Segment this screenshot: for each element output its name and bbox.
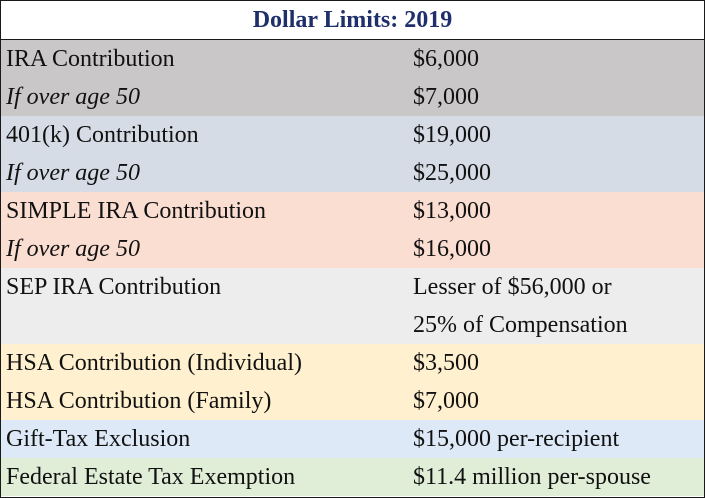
table-title: Dollar Limits: 2019 [1, 1, 704, 40]
row-label: 401(k) Contribution [6, 122, 199, 148]
row-label: If over age 50 [6, 160, 140, 186]
row-value: Lesser of $56,000 or 25% of Compensation [409, 268, 704, 344]
table-row: If over age 50 $7,000 [1, 78, 704, 116]
row-value: $16,000 [413, 236, 491, 262]
row-value: $15,000 per-recipient [413, 426, 620, 452]
table-row: Gift-Tax Exclusion $15,000 per-recipient [1, 420, 704, 458]
table-row: IRA Contribution $6,000 [1, 40, 704, 78]
table-row: If over age 50 $16,000 [1, 230, 704, 268]
row-label: HSA Contribution (Family) [6, 388, 272, 414]
row-value: $19,000 [413, 122, 491, 148]
row-value: $7,000 [413, 84, 479, 110]
row-label: Gift-Tax Exclusion [6, 426, 191, 452]
table-row: SIMPLE IRA Contribution $13,000 [1, 192, 704, 230]
row-value-line: Lesser of $56,000 or [413, 274, 612, 300]
table-body: IRA Contribution $6,000 If over age 50 $7,0… [1, 40, 704, 496]
row-label: If over age 50 [6, 84, 140, 110]
row-value: $13,000 [413, 198, 491, 224]
row-label: SEP IRA Contribution [6, 274, 222, 300]
row-value: $11.4 million per-spouse [413, 464, 651, 490]
row-label: IRA Contribution [6, 46, 175, 72]
table-row: HSA Contribution (Family) $7,000 [1, 382, 704, 420]
row-label: SIMPLE IRA Contribution [6, 198, 267, 224]
row-value: $6,000 [413, 46, 479, 72]
table-row: 401(k) Contribution $19,000 [1, 116, 704, 154]
table-row: Federal Estate Tax Exemption $11.4 millio… [1, 458, 704, 496]
row-value: $25,000 [413, 160, 491, 186]
row-value-line: 25% of Compensation [413, 312, 628, 338]
row-label: HSA Contribution (Individual) [6, 350, 302, 376]
row-value: $7,000 [413, 388, 479, 414]
table-row: HSA Contribution (Individual) $3,500 [1, 344, 704, 382]
table-row: SEP IRA Contribution Lesser of $56,000 or… [1, 268, 704, 344]
row-label: Federal Estate Tax Exemption [6, 464, 296, 490]
row-value: $3,500 [413, 350, 479, 376]
table-row: If over age 50 $25,000 [1, 154, 704, 192]
row-label: If over age 50 [6, 236, 140, 262]
